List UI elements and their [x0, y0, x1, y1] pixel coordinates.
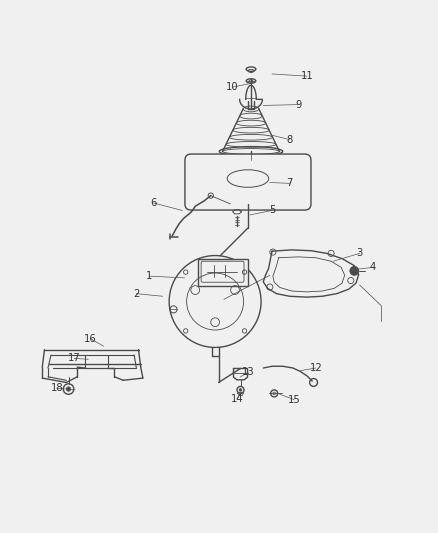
- Text: 4: 4: [369, 262, 375, 272]
- Text: 3: 3: [356, 248, 362, 259]
- Text: 13: 13: [241, 367, 254, 377]
- Text: 9: 9: [294, 100, 301, 110]
- FancyBboxPatch shape: [197, 259, 247, 286]
- Text: 11: 11: [300, 71, 313, 81]
- Text: 16: 16: [84, 334, 96, 344]
- Circle shape: [66, 387, 71, 391]
- Text: 5: 5: [268, 206, 275, 215]
- Text: 14: 14: [230, 394, 243, 403]
- Text: 1: 1: [146, 271, 152, 281]
- Text: 7: 7: [286, 179, 292, 188]
- Text: 6: 6: [150, 198, 157, 208]
- Circle shape: [239, 389, 241, 391]
- Text: 8: 8: [286, 135, 292, 144]
- FancyBboxPatch shape: [184, 154, 310, 210]
- Text: 15: 15: [287, 394, 300, 405]
- Text: 2: 2: [133, 289, 139, 298]
- Text: 12: 12: [309, 363, 321, 373]
- Text: 18: 18: [50, 383, 63, 393]
- Circle shape: [349, 266, 358, 275]
- Text: 10: 10: [226, 82, 238, 92]
- FancyBboxPatch shape: [201, 261, 244, 282]
- Text: 17: 17: [68, 353, 81, 364]
